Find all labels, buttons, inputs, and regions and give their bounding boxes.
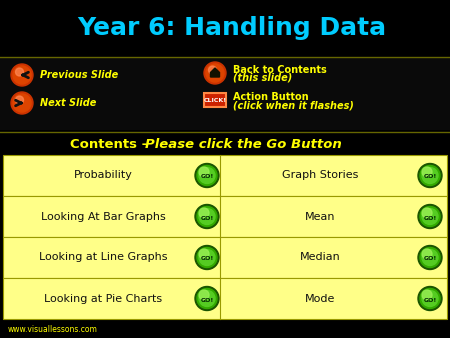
Circle shape — [13, 66, 31, 84]
Circle shape — [11, 64, 33, 86]
FancyBboxPatch shape — [3, 155, 447, 196]
Text: Contents -: Contents - — [70, 139, 152, 151]
Circle shape — [420, 166, 440, 186]
Text: Looking at Line Graphs: Looking at Line Graphs — [39, 252, 167, 263]
Circle shape — [195, 245, 219, 269]
Circle shape — [422, 208, 432, 218]
Text: Median: Median — [300, 252, 340, 263]
Circle shape — [418, 164, 442, 188]
Text: www.visuallessons.com: www.visuallessons.com — [8, 325, 98, 335]
Circle shape — [197, 247, 217, 267]
Text: Year 6: Handling Data: Year 6: Handling Data — [77, 16, 387, 40]
Text: Graph Stories: Graph Stories — [282, 170, 358, 180]
Circle shape — [422, 209, 438, 224]
Text: GO!: GO! — [200, 216, 214, 220]
Text: GO!: GO! — [200, 297, 214, 303]
Text: Probability: Probability — [73, 170, 132, 180]
Text: GO!: GO! — [423, 216, 436, 220]
Circle shape — [199, 168, 215, 184]
Circle shape — [199, 167, 209, 177]
Circle shape — [204, 62, 226, 84]
FancyBboxPatch shape — [204, 93, 226, 107]
Circle shape — [418, 204, 442, 228]
Circle shape — [199, 290, 209, 300]
Circle shape — [208, 66, 216, 74]
Circle shape — [420, 207, 440, 226]
Circle shape — [420, 247, 440, 267]
Circle shape — [422, 249, 432, 259]
Circle shape — [422, 290, 438, 307]
Circle shape — [422, 290, 432, 300]
Circle shape — [195, 204, 219, 228]
Text: GO!: GO! — [423, 174, 436, 179]
FancyBboxPatch shape — [3, 196, 447, 237]
Circle shape — [195, 287, 219, 311]
Circle shape — [197, 166, 217, 186]
Text: Looking at Pie Charts: Looking at Pie Charts — [44, 293, 162, 304]
Polygon shape — [211, 68, 220, 77]
Circle shape — [15, 68, 23, 76]
Circle shape — [420, 289, 440, 309]
Circle shape — [422, 249, 438, 266]
Text: Mode: Mode — [305, 293, 335, 304]
Circle shape — [199, 249, 209, 259]
Circle shape — [197, 289, 217, 309]
Circle shape — [418, 245, 442, 269]
Circle shape — [199, 249, 215, 266]
Circle shape — [206, 64, 224, 82]
Text: Previous Slide: Previous Slide — [40, 70, 118, 80]
Text: GO!: GO! — [423, 257, 436, 262]
Text: (this slide): (this slide) — [233, 73, 292, 83]
Circle shape — [422, 167, 432, 177]
Circle shape — [199, 209, 215, 224]
Text: (click when it flashes): (click when it flashes) — [233, 101, 354, 111]
Text: Back to Contents: Back to Contents — [233, 65, 330, 75]
Text: GO!: GO! — [423, 297, 436, 303]
Text: CLICK!: CLICK! — [203, 97, 226, 102]
Circle shape — [195, 164, 219, 188]
Circle shape — [199, 208, 209, 218]
Circle shape — [11, 92, 33, 114]
Circle shape — [13, 94, 31, 112]
Text: GO!: GO! — [200, 174, 214, 179]
Circle shape — [418, 287, 442, 311]
Text: Next Slide: Next Slide — [40, 98, 96, 108]
Text: Looking At Bar Graphs: Looking At Bar Graphs — [40, 212, 166, 221]
Text: Action Button: Action Button — [233, 92, 309, 102]
FancyBboxPatch shape — [3, 278, 447, 319]
Text: Mean: Mean — [305, 212, 335, 221]
Text: Please click the Go Button: Please click the Go Button — [145, 139, 342, 151]
Circle shape — [15, 96, 23, 104]
Circle shape — [197, 207, 217, 226]
Circle shape — [422, 168, 438, 184]
Circle shape — [199, 290, 215, 307]
FancyBboxPatch shape — [0, 58, 450, 130]
Text: GO!: GO! — [200, 257, 214, 262]
FancyBboxPatch shape — [3, 237, 447, 278]
